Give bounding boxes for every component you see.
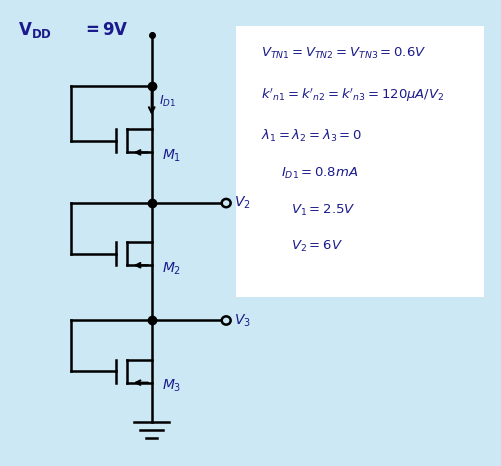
Text: $M_2$: $M_2$ bbox=[161, 260, 180, 277]
Text: $I_{D1} = 0.8mA$: $I_{D1} = 0.8mA$ bbox=[280, 165, 357, 181]
Text: $I_{D1}$: $I_{D1}$ bbox=[159, 94, 176, 110]
Text: $\lambda_1 = \lambda_2 = \lambda_3 = 0$: $\lambda_1 = \lambda_2 = \lambda_3 = 0$ bbox=[261, 128, 361, 144]
Text: $V_1 = 2.5V$: $V_1 = 2.5V$ bbox=[290, 202, 355, 218]
Text: $M_1$: $M_1$ bbox=[161, 148, 180, 164]
Text: $\mathbf{= 9V}$: $\mathbf{= 9V}$ bbox=[82, 21, 129, 40]
Text: $V_2 = 6V$: $V_2 = 6V$ bbox=[290, 239, 342, 254]
Text: $V_2$: $V_2$ bbox=[233, 195, 250, 211]
Text: $V_{TN1} = V_{TN2} = V_{TN3} = 0.6V$: $V_{TN1} = V_{TN2} = V_{TN3} = 0.6V$ bbox=[261, 46, 425, 61]
Text: $V_3$: $V_3$ bbox=[233, 312, 250, 329]
FancyBboxPatch shape bbox=[235, 26, 483, 297]
Text: $M_3$: $M_3$ bbox=[161, 378, 181, 394]
Text: $\mathbf{V_{DD}}$: $\mathbf{V_{DD}}$ bbox=[18, 21, 52, 41]
Text: $k'_{n1} = k'_{n2} = k'_{n3} = 120\mu A/V_2$: $k'_{n1} = k'_{n2} = k'_{n3} = 120\mu A/… bbox=[261, 86, 443, 103]
